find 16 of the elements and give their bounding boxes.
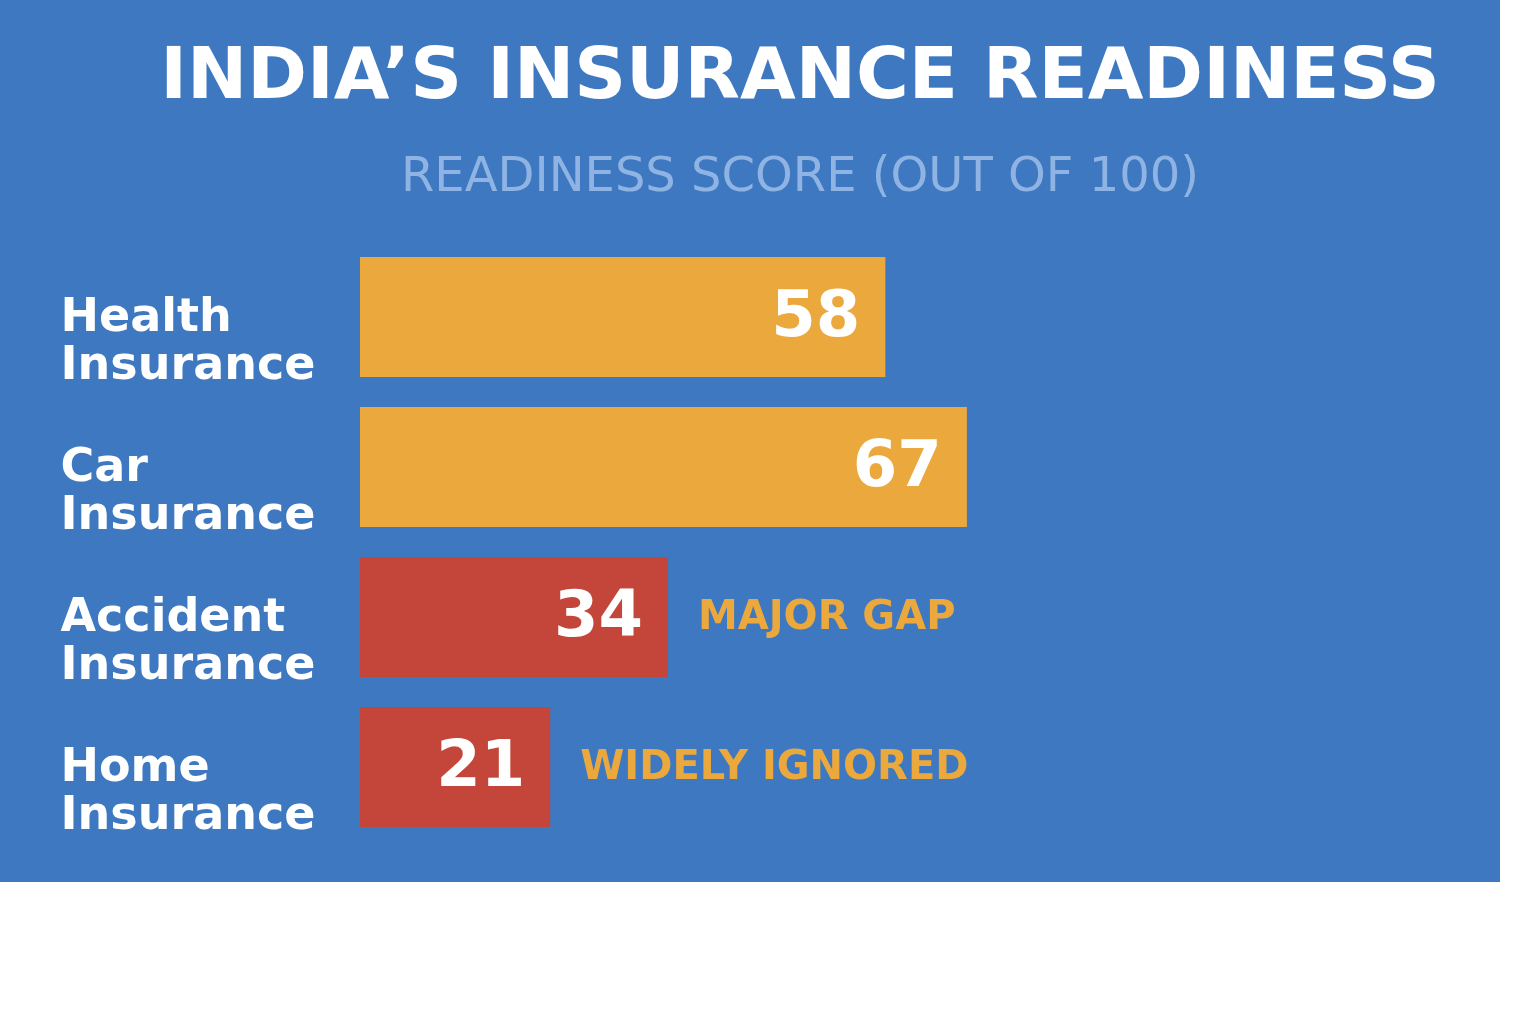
annotation: MAJOR GAP xyxy=(697,592,956,638)
data-label: 21 xyxy=(436,727,526,801)
y-tick-label: Car Insurance xyxy=(60,438,316,540)
data-label: 34 xyxy=(553,577,643,651)
bar xyxy=(360,707,551,827)
bar xyxy=(360,257,886,377)
bar xyxy=(360,407,967,527)
y-tick-label: Home Insurance xyxy=(60,738,316,840)
chart-title: INDIA’S INSURANCE READINESS xyxy=(160,31,1440,115)
data-label: 67 xyxy=(852,427,942,501)
bar xyxy=(360,557,668,677)
annotation: WIDELY IGNORED xyxy=(580,742,969,788)
y-tick-label: Accident Insurance xyxy=(60,588,316,690)
data-label: 58 xyxy=(771,277,861,351)
chart-subtitle: READINESS SCORE (OUT OF 100) xyxy=(401,146,1199,202)
y-tick-label: Health Insurance xyxy=(60,288,316,390)
